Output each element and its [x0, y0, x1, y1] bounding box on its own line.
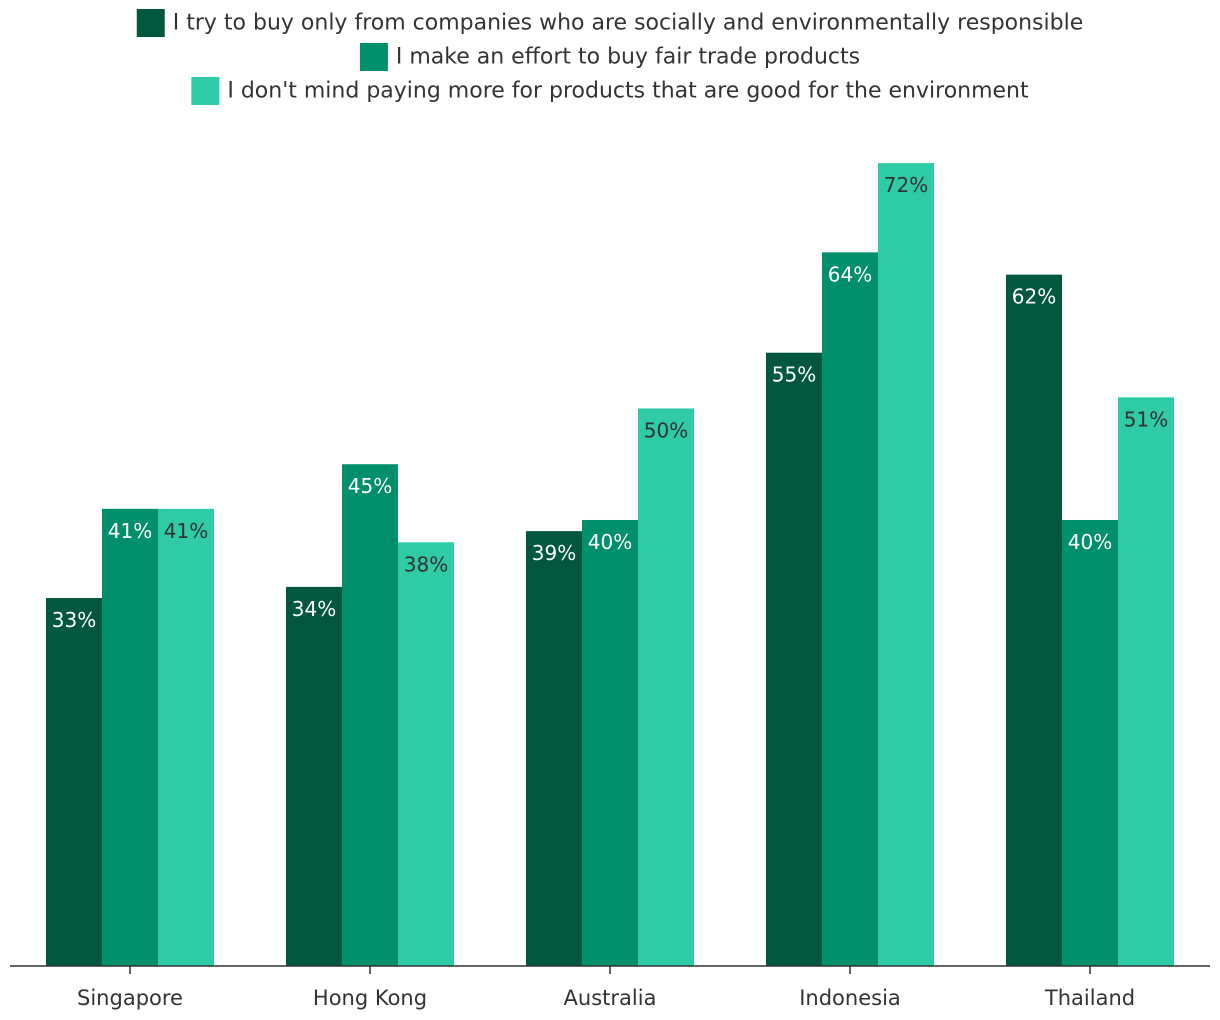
data-label: 34%: [292, 597, 336, 621]
data-label: 38%: [404, 552, 448, 576]
legend-label: I make an effort to buy fair trade produ…: [396, 45, 860, 70]
bars: [46, 163, 1174, 966]
bar-hong-kong-series-3: [398, 542, 454, 966]
legend-label: I try to buy only from companies who are…: [173, 11, 1084, 36]
data-label: 45%: [348, 474, 392, 498]
data-label: 51%: [1124, 407, 1168, 431]
bar-singapore-series-2: [102, 508, 158, 966]
legend-label: I don't mind paying more for products th…: [227, 79, 1029, 104]
data-label: 41%: [108, 519, 152, 543]
bar-indonesia-series-2: [822, 252, 878, 966]
bar-indonesia-series-1: [766, 352, 822, 966]
x-tick-label: Indonesia: [799, 986, 901, 1010]
legend-swatch: [359, 43, 388, 71]
bar-hong-kong-series-2: [342, 464, 398, 966]
x-tick-label: Thailand: [1044, 986, 1135, 1010]
bar-australia-series-2: [582, 519, 638, 966]
x-axis: Singapore Hong Kong Australia Indonesia Thai…: [10, 965, 1210, 1010]
bar-singapore-series-3: [158, 508, 214, 966]
data-label: 39%: [532, 541, 576, 565]
bar-thailand-series-2: [1062, 519, 1118, 966]
bar-indonesia-series-3: [878, 163, 934, 966]
bar-singapore-series-1: [46, 598, 102, 966]
bar-thailand-series-1: [1006, 274, 1062, 966]
data-label: 55%: [772, 363, 816, 387]
legend: I try to buy only from companies who are…: [136, 9, 1084, 105]
bar-hong-kong-series-1: [286, 586, 342, 966]
legend-item-3: I don't mind paying more for products th…: [191, 77, 1029, 105]
data-label: 33%: [52, 608, 96, 632]
legend-item-2: I make an effort to buy fair trade produ…: [359, 43, 860, 71]
data-label: 72%: [884, 173, 928, 197]
data-label: 50%: [644, 418, 688, 442]
data-label: 64%: [828, 262, 872, 286]
x-tick-label: Australia: [564, 986, 657, 1010]
bar-labels: 33% 41% 41% 34% 45% 38% 39% 40% 50% 55% 64% 72% 62% 4…: [52, 173, 1168, 632]
bar-thailand-series-3: [1118, 397, 1174, 966]
legend-item-1: I try to buy only from companies who are…: [136, 9, 1084, 37]
data-label: 62%: [1012, 285, 1056, 309]
bar-australia-series-1: [526, 531, 582, 966]
x-tick-label: Singapore: [77, 986, 183, 1010]
data-label: 40%: [588, 530, 632, 554]
bar-australia-series-3: [638, 408, 694, 966]
legend-swatch: [191, 77, 220, 105]
data-label: 41%: [164, 519, 208, 543]
x-tick-label: Hong Kong: [313, 986, 427, 1010]
legend-swatch: [136, 9, 165, 37]
data-label: 40%: [1068, 530, 1112, 554]
